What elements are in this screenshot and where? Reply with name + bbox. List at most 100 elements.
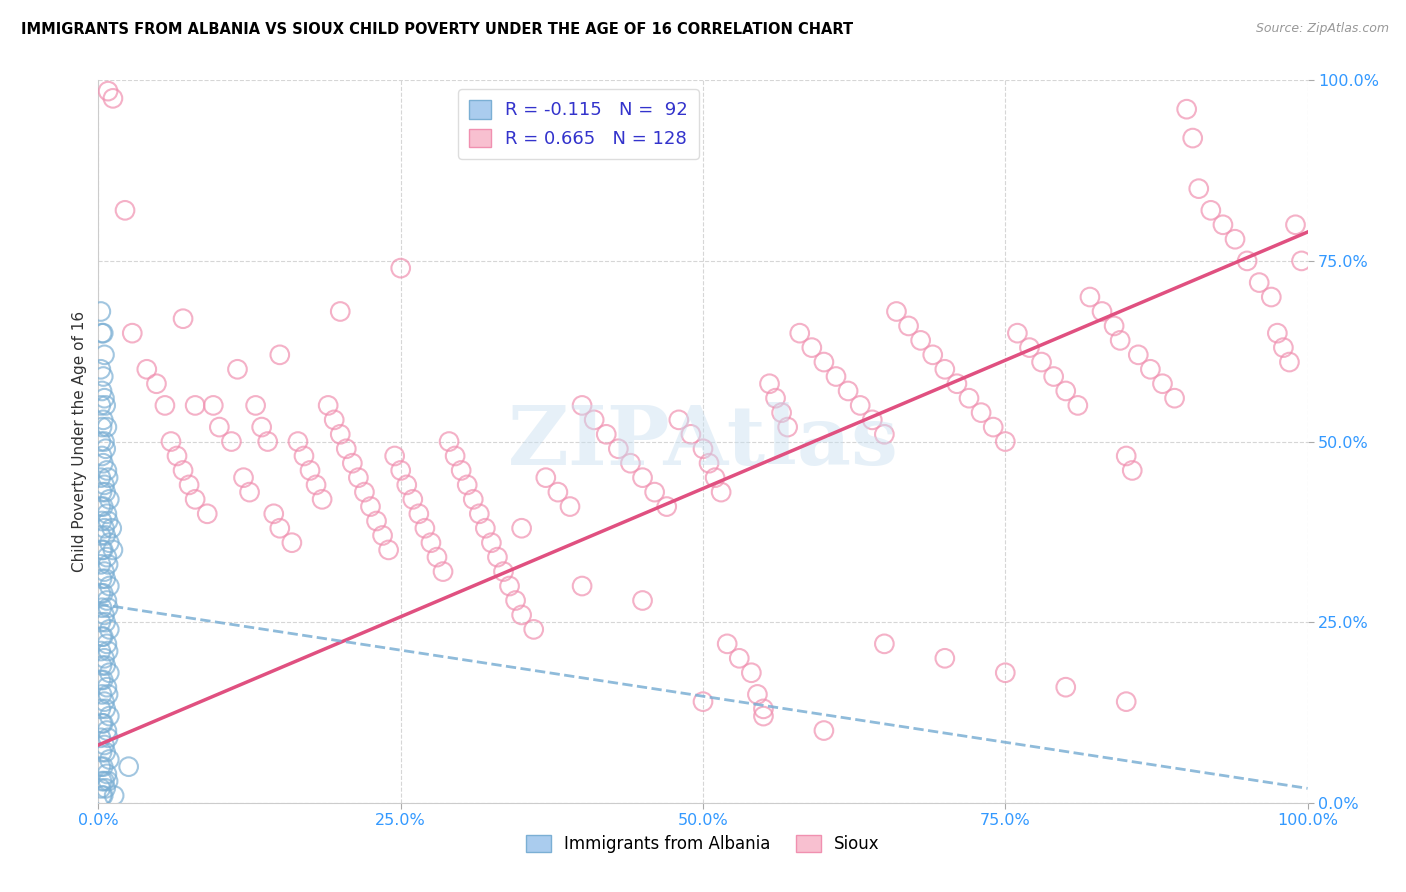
Point — [91, 716, 114, 731]
Point — [97, 644, 120, 658]
Point — [91, 774, 114, 789]
Point — [91, 369, 114, 384]
Point — [90, 558, 112, 572]
Point — [202, 398, 225, 412]
Point — [1199, 203, 1222, 218]
Point — [91, 716, 114, 731]
Point — [184, 492, 207, 507]
Point — [114, 203, 136, 218]
Point — [91, 572, 114, 586]
Point — [323, 413, 346, 427]
Point — [335, 442, 357, 456]
Text: IMMIGRANTS FROM ALBANIA VS SIOUX CHILD POVERTY UNDER THE AGE OF 16 CORRELATION C: IMMIGRANTS FROM ALBANIA VS SIOUX CHILD P… — [21, 22, 853, 37]
Point — [1067, 398, 1090, 412]
Point — [91, 789, 114, 803]
Point — [316, 398, 339, 412]
Point — [957, 391, 980, 405]
Point — [510, 607, 533, 622]
Point — [704, 470, 727, 484]
Point — [98, 752, 121, 766]
Point — [765, 391, 787, 405]
Point — [93, 478, 115, 492]
Point — [90, 760, 112, 774]
Point — [921, 348, 943, 362]
Point — [873, 427, 896, 442]
Point — [849, 398, 872, 412]
Point — [90, 586, 112, 600]
Point — [505, 593, 527, 607]
Point — [389, 261, 412, 276]
Point — [595, 427, 617, 442]
Text: Source: ZipAtlas.com: Source: ZipAtlas.com — [1256, 22, 1389, 36]
Point — [934, 362, 956, 376]
Point — [91, 384, 114, 398]
Point — [1054, 680, 1077, 694]
Point — [98, 665, 121, 680]
Point — [179, 478, 201, 492]
Point — [655, 500, 678, 514]
Point — [90, 702, 112, 716]
Point — [329, 427, 352, 442]
Point — [1223, 232, 1246, 246]
Point — [93, 521, 115, 535]
Point — [679, 427, 702, 442]
Point — [571, 579, 593, 593]
Point — [1031, 355, 1053, 369]
Point — [98, 579, 121, 593]
Point — [97, 687, 120, 701]
Point — [697, 456, 720, 470]
Point — [239, 485, 262, 500]
Point — [1260, 290, 1282, 304]
Point — [269, 521, 291, 535]
Point — [571, 398, 593, 412]
Point — [1188, 182, 1211, 196]
Point — [1267, 326, 1289, 340]
Point — [1115, 695, 1137, 709]
Point — [90, 304, 112, 318]
Point — [692, 695, 714, 709]
Point — [98, 623, 121, 637]
Point — [1272, 341, 1295, 355]
Point — [94, 702, 117, 716]
Point — [1054, 384, 1077, 398]
Point — [226, 362, 249, 376]
Point — [91, 413, 114, 427]
Point — [837, 384, 859, 398]
Point — [692, 442, 714, 456]
Point — [245, 398, 267, 412]
Point — [758, 376, 780, 391]
Point — [269, 348, 291, 362]
Point — [631, 470, 654, 484]
Point — [644, 485, 666, 500]
Point — [98, 535, 121, 549]
Point — [299, 463, 322, 477]
Point — [97, 514, 120, 528]
Point — [342, 456, 364, 470]
Point — [101, 91, 124, 105]
Point — [97, 84, 120, 98]
Point — [437, 434, 460, 449]
Point — [250, 420, 273, 434]
Point — [91, 630, 114, 644]
Point — [371, 528, 394, 542]
Point — [910, 334, 932, 348]
Point — [486, 550, 509, 565]
Point — [1102, 318, 1125, 333]
Point — [90, 434, 112, 449]
Point — [97, 600, 120, 615]
Point — [96, 420, 118, 434]
Point — [90, 470, 112, 484]
Point — [389, 463, 412, 477]
Point — [1128, 348, 1150, 362]
Point — [96, 550, 118, 565]
Point — [716, 637, 738, 651]
Point — [90, 500, 112, 514]
Point — [789, 326, 811, 340]
Point — [263, 507, 285, 521]
Point — [94, 528, 117, 542]
Point — [93, 434, 115, 449]
Point — [96, 723, 118, 738]
Point — [444, 449, 467, 463]
Point — [91, 449, 114, 463]
Point — [281, 535, 304, 549]
